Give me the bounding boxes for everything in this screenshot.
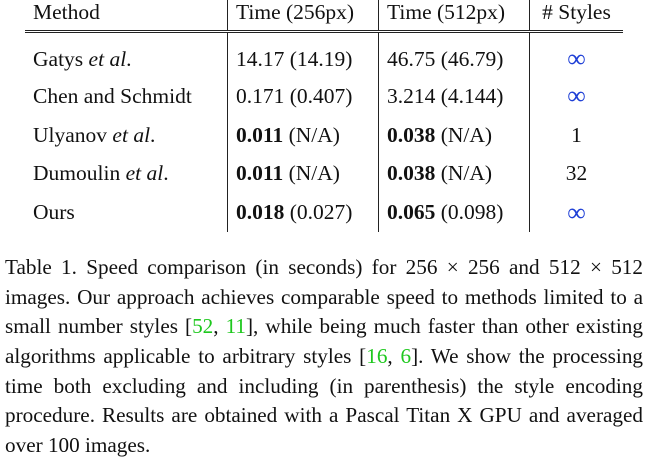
time-main: 0.011 [236,122,284,147]
method-cell: Ulyanov et al. [25,116,228,155]
time-paren: (0.098) [440,200,504,225]
method-end: . [126,46,132,71]
time-paren: (N/A) [440,161,493,186]
caption-text: ]. We show the processing time both excl… [5,343,644,457]
time-paren: (N/A) [440,122,493,147]
method-cell: Gatys et al. [25,32,228,78]
caption-separator: , [213,314,226,339]
table-caption: Table 1. Speed comparison (in seconds) f… [5,253,643,460]
time-512-cell: 3.214 (4.144) [378,77,530,116]
time-main: 0.038 [387,161,436,186]
table-row-gatys: Gatys et al. 14.17 (14.19) 46.75 (46.79)… [25,31,623,78]
time-main: 0.038 [387,122,436,147]
table-header-row: Method Time (256px) Time (512px) # Style… [25,0,623,32]
time-paren: (0.407) [289,83,353,108]
method-end: . [163,161,169,186]
time-256-cell: 0.011 (N/A) [227,154,379,194]
table-row-ulyanov: Ulyanov et al. 0.011 (N/A) 0.038 (N/A) 1 [25,115,623,155]
time-256-cell: 0.011 (N/A) [227,115,379,155]
time-512-cell: 46.75 (46.79) [378,31,530,77]
header-time-256: Time (256px) [227,0,379,32]
time-512-cell: 0.038 (N/A) [378,154,530,194]
method-suffix: et al [112,122,151,147]
time-256-cell: 0.171 (0.407) [227,77,379,116]
time-main: 0.018 [236,200,285,225]
method-suffix: et al [125,161,164,186]
time-main: 0.171 [236,83,285,108]
time-512-cell: 0.065 (0.098) [378,193,530,233]
header-time-512: Time (512px) [378,0,530,32]
styles-cell: 32 [529,154,623,194]
speed-comparison-table: Method Time (256px) Time (512px) # Style… [25,0,623,233]
styles-cell: 1 [529,115,623,155]
method-cell: Dumoulin et al. [25,155,228,194]
paper-page: Method Time (256px) Time (512px) # Style… [5,0,643,457]
method-cell: Chen and Schmidt [33,83,192,108]
citation-link[interactable]: 52 [192,314,214,339]
time-paren: (N/A) [288,161,340,186]
caption-separator: , [387,343,401,368]
time-paren: (4.144) [440,83,504,108]
citation-link[interactable]: 6 [400,343,412,368]
time-main: 0.011 [236,161,284,186]
styles-cell: ∞ [529,77,623,116]
time-paren: (46.79) [440,46,504,71]
time-main: 3.214 [387,83,436,108]
caption-text: Table 1. Speed comparison (in seconds) f… [5,255,643,339]
table-row-dumoulin: Dumoulin et al. 0.011 (N/A) 0.038 (N/A) … [25,154,623,194]
caption-text: ], while being much faster than other ex… [5,314,643,368]
citation-link[interactable]: 11 [225,314,246,339]
time-512-cell: 0.038 (N/A) [378,115,530,155]
method-suffix: et al [88,46,127,71]
header-method: Method [33,0,100,24]
table-row-chen: Chen and Schmidt 0.171 (0.407) 3.214 (4.… [25,77,623,116]
method-cell: Ours [33,200,75,225]
header-styles: # Styles [529,0,623,32]
time-paren: (0.027) [289,200,353,225]
time-paren: (14.19) [289,46,353,71]
time-paren: (N/A) [288,122,340,147]
method-name: Gatys [33,46,84,71]
citation-link[interactable]: 16 [366,343,388,368]
time-main: 14.17 [236,46,285,71]
styles-cell: ∞ [529,193,623,233]
time-main: 46.75 [387,46,436,71]
method-name: Dumoulin [33,161,121,186]
method-end: . [150,122,156,147]
time-256-cell: 0.018 (0.027) [227,193,379,233]
styles-cell: ∞ [529,31,623,77]
table-row-ours: Ours 0.018 (0.027) 0.065 (0.098) ∞ [25,193,623,233]
time-main: 0.065 [387,200,436,225]
method-name: Ulyanov [33,122,108,147]
time-256-cell: 14.17 (14.19) [227,31,379,77]
